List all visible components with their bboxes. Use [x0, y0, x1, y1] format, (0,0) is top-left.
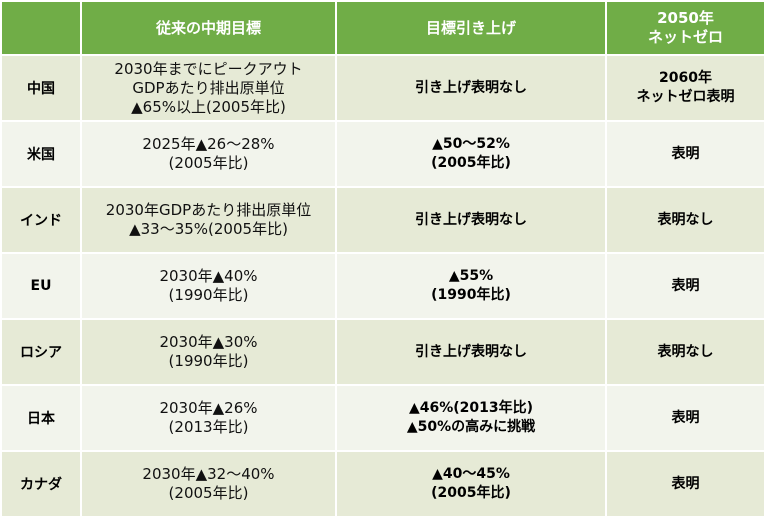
- raised-target-cell-line: ▲40～45%: [432, 466, 510, 482]
- country-cell: 米国: [2, 122, 82, 188]
- country-cell: EU: [2, 254, 82, 320]
- prior-target-cell: 2030年▲40% (1990年比): [82, 254, 337, 320]
- prior-target-cell-line: 2025年▲26～28%: [142, 135, 275, 153]
- header-net-zero-line-2: ネットゼロ: [647, 28, 723, 46]
- net-zero-cell-line: ネットゼロ表明: [636, 89, 735, 105]
- prior-target-cell-line: 2030年▲26%: [159, 399, 258, 417]
- raised-target-cell-line: ▲50～52%: [432, 136, 510, 152]
- prior-target-cell: 2030年までにピークアウト GDPあたり排出原単位 ▲65%以上(2005年比): [82, 56, 337, 122]
- prior-target-cell-line: 2030年までにピークアウト: [114, 59, 303, 78]
- prior-target-cell-line: (2005年比): [168, 154, 249, 172]
- prior-target-cell-line: (1990年比): [168, 286, 249, 304]
- country-cell: ロシア: [2, 320, 82, 386]
- net-zero-cell: 2060年ネットゼロ表明: [607, 56, 766, 122]
- header-row: 従来の中期目標 目標引き上げ 2050年 ネットゼロ: [2, 2, 766, 56]
- raised-target-cell-line: 引き上げ表明なし: [415, 343, 527, 360]
- raised-target-cell-line: ▲46%(2013年比): [408, 400, 534, 416]
- prior-target-cell-line: (2013年比): [168, 418, 249, 436]
- raised-target-cell-line: ▲55%: [448, 268, 494, 284]
- raised-target-cell: ▲46%(2013年比) ▲50%の高みに挑戦: [337, 386, 607, 452]
- net-zero-cell-line: 表明: [671, 145, 700, 162]
- net-zero-cell: 表明: [607, 386, 766, 452]
- prior-target-cell-line: (1990年比): [168, 352, 249, 370]
- header-raised-target: 目標引き上げ: [337, 2, 607, 56]
- header-net-zero: 2050年 ネットゼロ: [607, 2, 766, 56]
- prior-target-cell-line: 2030年▲32～40%: [142, 465, 275, 483]
- net-zero-cell-line: 表明なし: [657, 211, 714, 228]
- raised-target-cell-line: 引き上げ表明なし: [415, 211, 527, 228]
- raised-target-cell-line: 引き上げ表明なし: [415, 79, 527, 96]
- country-cell: インド: [2, 188, 82, 254]
- table-row: EU 2030年▲40% (1990年比) ▲55% (1990年比) 表明: [2, 254, 766, 320]
- prior-target-cell-line: (2005年比): [168, 484, 249, 502]
- table-row: カナダ 2030年▲32～40% (2005年比) ▲40～45% (2005年比) 表明: [2, 452, 766, 518]
- raised-target-cell: ▲50～52% (2005年比): [337, 122, 607, 188]
- net-zero-cell-line: 2060年: [659, 70, 712, 86]
- prior-target-cell-line: 2030年GDPあたり排出原単位: [105, 201, 312, 219]
- prior-target-cell: 2030年▲26% (2013年比): [82, 386, 337, 452]
- net-zero-cell-line: 表明なし: [657, 343, 714, 360]
- prior-target-cell-line: 2030年▲30%: [159, 333, 258, 351]
- net-zero-cell-line: 表明: [671, 409, 700, 426]
- table-row: 中国 2030年までにピークアウト GDPあたり排出原単位 ▲65%以上(2005年比…: [2, 56, 766, 122]
- net-zero-cell-line: 表明: [671, 277, 700, 294]
- prior-target-cell-line: 2030年▲40%: [159, 267, 258, 285]
- prior-target-cell: 2030年GDPあたり排出原単位 ▲33～35%(2005年比): [82, 188, 337, 254]
- header-country: [2, 2, 82, 56]
- raised-target-cell-line: (2005年比): [431, 155, 511, 171]
- net-zero-cell: 表明: [607, 452, 766, 518]
- country-cell: カナダ: [2, 452, 82, 518]
- raised-target-cell: ▲40～45% (2005年比): [337, 452, 607, 518]
- table-row: ロシア 2030年▲30% (1990年比) 引き上げ表明なし 表明なし: [2, 320, 766, 386]
- header-prior-target: 従来の中期目標: [82, 2, 337, 56]
- table-row: 米国 2025年▲26～28% (2005年比) ▲50～52% (2005年比) 表明: [2, 122, 766, 188]
- raised-target-cell-line: ▲50%の高みに挑戦: [406, 419, 536, 435]
- country-cell: 中国: [2, 56, 82, 122]
- net-zero-cell-line: 表明: [671, 475, 700, 492]
- raised-target-cell-line: (2005年比): [431, 485, 511, 501]
- net-zero-cell: 表明: [607, 122, 766, 188]
- table-row: インド 2030年GDPあたり排出原単位 ▲33～35%(2005年比) 引き上げ表明…: [2, 188, 766, 254]
- net-zero-cell: 表明なし: [607, 188, 766, 254]
- raised-target-cell: 引き上げ表明なし: [337, 56, 607, 122]
- net-zero-cell: 表明: [607, 254, 766, 320]
- raised-target-cell: ▲55% (1990年比): [337, 254, 607, 320]
- country-cell: 日本: [2, 386, 82, 452]
- header-net-zero-line-1: 2050年: [657, 9, 714, 27]
- table-row: 日本 2030年▲26% (2013年比) ▲46%(2013年比) ▲50%の高みに挑…: [2, 386, 766, 452]
- raised-target-cell: 引き上げ表明なし: [337, 188, 607, 254]
- prior-target-cell-line: GDPあたり排出原単位: [132, 78, 285, 97]
- raised-target-cell: 引き上げ表明なし: [337, 320, 607, 386]
- prior-target-cell: 2025年▲26～28% (2005年比): [82, 122, 337, 188]
- raised-target-cell-line: (1990年比): [431, 287, 511, 303]
- prior-target-cell: 2030年▲32～40% (2005年比): [82, 452, 337, 518]
- prior-target-cell-line: ▲33～35%(2005年比): [129, 220, 288, 238]
- prior-target-cell-line: ▲65%以上(2005年比): [131, 97, 286, 116]
- net-zero-cell: 表明なし: [607, 320, 766, 386]
- prior-target-cell: 2030年▲30% (1990年比): [82, 320, 337, 386]
